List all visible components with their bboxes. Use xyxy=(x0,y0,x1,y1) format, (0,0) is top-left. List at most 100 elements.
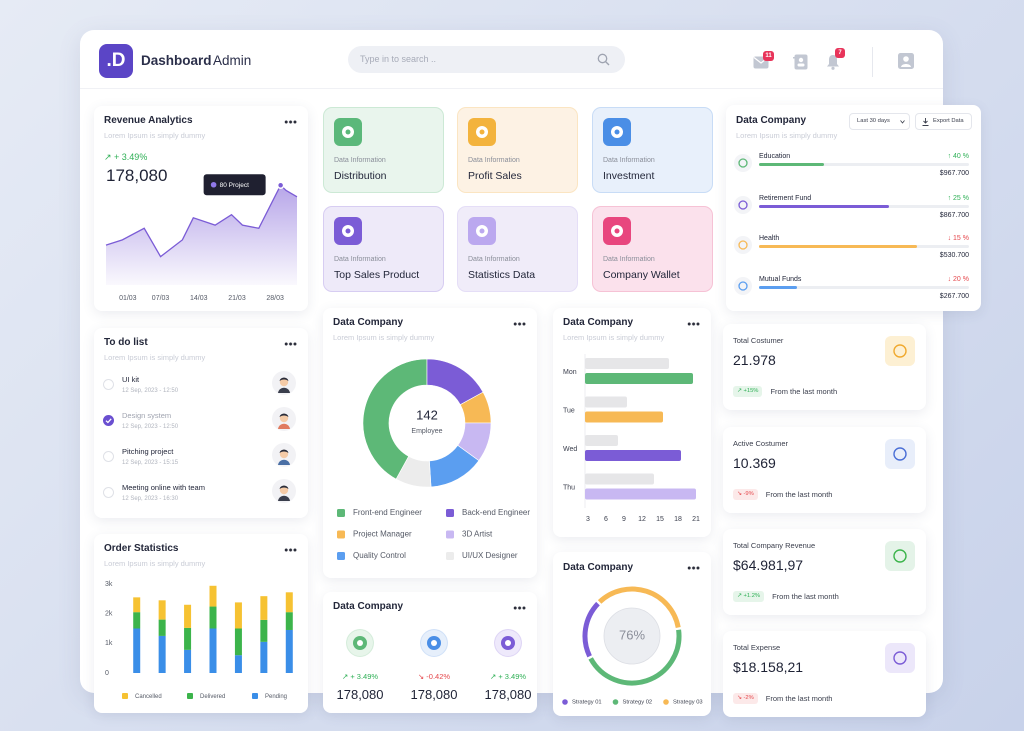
more-menu[interactable] xyxy=(284,342,297,346)
bar-segment xyxy=(234,655,242,673)
category-amount: $530.700 xyxy=(939,252,969,259)
profile-icon-shape xyxy=(903,56,909,62)
stat-icon xyxy=(885,336,915,366)
category-icon-shape xyxy=(738,240,748,250)
download-icon xyxy=(922,118,929,126)
legend-label: Strategy 01 xyxy=(572,700,602,706)
notification-icon[interactable] xyxy=(826,54,840,70)
progress-bar xyxy=(759,163,825,166)
task-title: Design system xyxy=(122,411,172,420)
export-label: Export Data xyxy=(933,118,964,124)
category-icon-shape xyxy=(734,196,752,214)
bar-segment xyxy=(158,635,166,673)
summary-change: ↘ -0.42% xyxy=(417,672,451,681)
progress-bar xyxy=(759,286,797,289)
contacts-icon[interactable] xyxy=(793,54,808,70)
legend-label: Strategy 02 xyxy=(623,700,653,706)
tooltip-dot xyxy=(210,181,217,188)
logo: .D xyxy=(99,44,133,78)
card-title: Data Company xyxy=(563,562,634,573)
stat-card: Total Costumer 21.978 ↗ +15% From the last … xyxy=(723,324,926,410)
profile-icon[interactable] xyxy=(898,53,914,69)
bar-segment xyxy=(209,628,217,673)
info-icon xyxy=(334,118,362,146)
tooltip-label: 80 Project xyxy=(220,182,249,189)
bar xyxy=(585,396,627,408)
x-tick-label: 18 xyxy=(674,516,682,523)
employees-card: Data Company Lorem Ipsum is simply dummy 1… xyxy=(323,308,537,578)
checkbox-checked-shape xyxy=(105,418,112,424)
category-change: ↓ 15 % xyxy=(947,235,969,242)
legend-swatch xyxy=(252,693,258,699)
category-icon-shape xyxy=(738,281,748,291)
stat-title: Active Costumer xyxy=(733,439,789,448)
stat-icon-shape xyxy=(885,336,915,366)
stat-value: $64.981,97 xyxy=(733,557,804,573)
task-title: Meeting online with team xyxy=(122,483,205,492)
more-menu[interactable] xyxy=(687,566,700,570)
center-label: 76% xyxy=(619,627,645,642)
breakdown-card: Data Company Lorem Ipsum is simply dummy L… xyxy=(726,105,981,311)
summary-icon xyxy=(420,629,448,657)
avatar-shape xyxy=(279,377,289,387)
avatar xyxy=(272,371,296,395)
x-tick-label: 21/03 xyxy=(228,295,246,302)
avatar xyxy=(272,443,296,467)
info-icon-shape xyxy=(345,228,351,234)
more-menu[interactable] xyxy=(513,322,526,326)
card-title: Data Company xyxy=(333,601,404,612)
checkbox-shape xyxy=(103,379,114,390)
checkbox-checked[interactable] xyxy=(103,415,114,426)
x-tick-label: 01/03 xyxy=(119,295,137,302)
card-subtitle: Lorem Ipsum is simply dummy xyxy=(736,131,838,140)
more-menu[interactable] xyxy=(284,548,297,552)
checkbox[interactable] xyxy=(103,379,114,390)
export-button[interactable]: Export Data xyxy=(915,113,972,130)
more-menu[interactable] xyxy=(513,606,526,610)
app-title-suffix: Admin xyxy=(213,53,252,68)
stat-value: $18.158,21 xyxy=(733,659,804,675)
info-card[interactable]: Data Information Profit Sales xyxy=(457,107,578,193)
category-name: Education xyxy=(759,153,791,160)
range-select[interactable]: Last 30 days xyxy=(849,113,910,130)
info-card[interactable]: Data Information Statistics Data xyxy=(457,206,578,292)
summary-icon-shape xyxy=(357,640,363,646)
info-name: Profit Sales xyxy=(468,170,522,182)
category-icon xyxy=(734,196,752,214)
chart: 01/03 07/03 14/03 21/03 28/03 80 Project xyxy=(105,174,298,302)
category-amount: $267.700 xyxy=(939,293,969,300)
checkbox-shape xyxy=(103,487,114,498)
more-menu[interactable] xyxy=(284,120,297,124)
summary-value: 178,080 xyxy=(336,687,384,702)
info-card[interactable]: Data Information Company Wallet xyxy=(592,206,713,292)
info-card[interactable]: Data Information Distribution xyxy=(323,107,444,193)
more-menu[interactable] xyxy=(687,322,700,326)
stat-icon xyxy=(885,439,915,469)
chart: Mon Tue Wed Thu 3 6 9 12 15 18 21 xyxy=(563,354,700,523)
category-icon xyxy=(734,236,752,254)
chart: 0 1k 2k 3k Cancelled Delivered Pending xyxy=(105,581,293,700)
avatar-shape xyxy=(279,449,289,453)
stat-value: 21.978 xyxy=(733,352,776,368)
legend-label: UI/UX Designer xyxy=(462,551,518,560)
contacts-icon-shape xyxy=(793,57,796,59)
x-tick-label: 21 xyxy=(692,516,700,523)
chart: 76% Strategy 01 Strategy 02 Strategy 03 xyxy=(562,586,703,706)
card-title: Data Company xyxy=(563,317,634,328)
info-card[interactable]: Data Information Top Sales Product xyxy=(323,206,444,292)
checkbox-shape xyxy=(103,451,114,462)
checkbox[interactable] xyxy=(103,451,114,462)
ring-segment xyxy=(582,601,600,658)
search-icon xyxy=(597,53,610,66)
header-divider xyxy=(80,88,943,89)
change-badge: ↗ +15% xyxy=(733,385,763,397)
bar-segment xyxy=(209,585,217,607)
search-bar[interactable]: Type in to search .. xyxy=(348,46,625,73)
card-subtitle: Lorem Ipsum is simply dummy xyxy=(104,559,206,568)
avatar-shape xyxy=(279,449,289,459)
info-card[interactable]: Data Information Investment xyxy=(592,107,713,193)
card-subtitle: Lorem Ipsum is simply dummy xyxy=(333,333,435,342)
bar-segment xyxy=(184,627,192,650)
checkbox[interactable] xyxy=(103,487,114,498)
